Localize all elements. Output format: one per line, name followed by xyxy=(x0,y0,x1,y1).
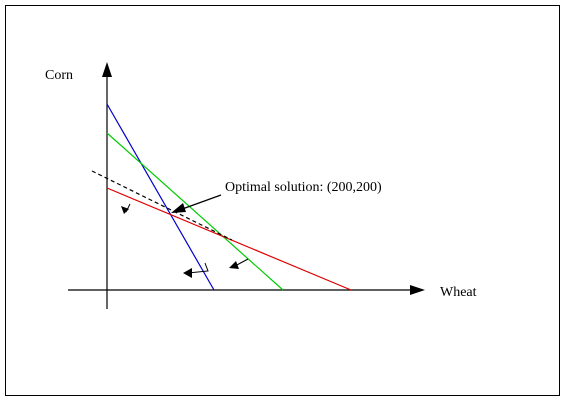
optimal-solution-annotation: Optimal solution: (200,200) xyxy=(225,180,382,195)
green-constraint-line xyxy=(106,132,284,291)
objective-dashed-line xyxy=(91,170,233,241)
red-constraint-line xyxy=(106,187,352,291)
blue-direction-arrowhead-icon xyxy=(183,268,192,278)
y-axis-arrow-icon xyxy=(102,62,112,77)
optimal-pointer-arrowhead-icon xyxy=(171,203,186,213)
red-direction-arrowhead-icon xyxy=(121,206,129,214)
y-axis-label: Corn xyxy=(45,68,73,83)
green-direction-arrowhead-icon xyxy=(229,261,239,269)
diagram-frame xyxy=(5,5,560,396)
blue-direction-arrow xyxy=(187,262,209,274)
x-axis-label: Wheat xyxy=(440,285,477,300)
x-axis-arrow-icon xyxy=(410,285,425,295)
blue-constraint-line xyxy=(106,103,215,291)
